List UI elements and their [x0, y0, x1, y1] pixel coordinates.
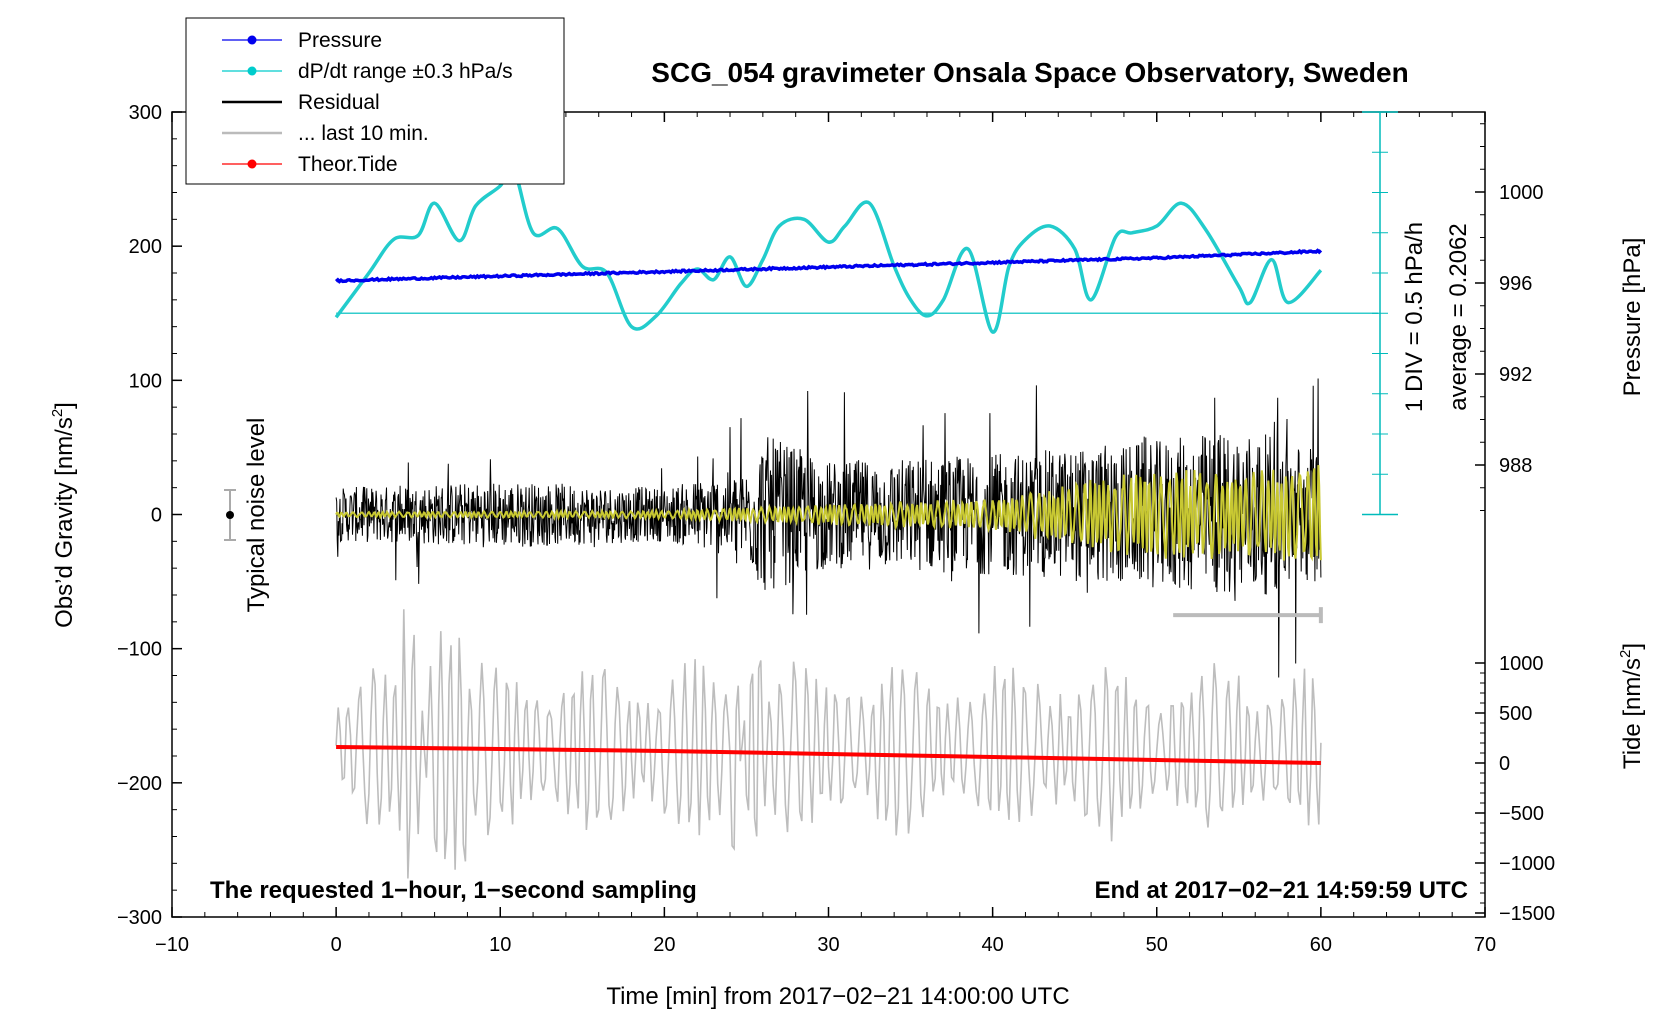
tide-axis-ticks: 1000 500 0 −500 −1000 −1500	[1475, 653, 1555, 925]
chart-title: SCG_054 gravimeter Onsala Space Observat…	[651, 57, 1408, 88]
end-time-note: End at 2017−02−21 14:59:59 UTC	[1094, 877, 1468, 904]
div-scale-bar	[1362, 111, 1398, 516]
legend-marker-0	[247, 35, 257, 45]
x-tick-label: 10	[489, 934, 511, 956]
legend-label-2: Residual	[298, 91, 380, 114]
dpdt-trace	[334, 164, 1379, 334]
tide-tick-label: −1000	[1499, 853, 1555, 875]
x-tick-label: 70	[1474, 934, 1496, 956]
x-tick-label: 50	[1146, 934, 1168, 956]
pressure-axis-ticks: 1000 996 992 988	[1475, 123, 1544, 511]
legend-label-3: ... last 10 min.	[298, 122, 429, 145]
x-tick-label: 0	[331, 934, 342, 956]
x-tick-label: 20	[653, 934, 675, 956]
pressure-tick-label: 992	[1499, 364, 1532, 386]
theor-tide-trace	[336, 745, 1321, 765]
y-tick-label: 0	[151, 505, 162, 527]
gray-trace-line	[335, 609, 1322, 879]
x-tick-label: 30	[817, 934, 839, 956]
y-axis-label: Obs’d Gravity [nm/s2]	[49, 402, 78, 628]
div-scale-label: 1 DIV = 0.5 hPa/h	[1401, 222, 1428, 412]
pressure-line	[334, 248, 1323, 284]
noise-level-marker	[224, 489, 236, 541]
tide-tick-label: −1500	[1499, 903, 1555, 925]
y-tick-label: −300	[117, 907, 162, 929]
pressure-axis-label: Pressure [hPa]	[1619, 238, 1646, 397]
noise-level-label: Typical noise level	[243, 418, 270, 613]
filtered-line	[335, 465, 1322, 562]
legend-marker-1	[247, 66, 257, 76]
pressure-tick-label: 996	[1499, 273, 1532, 295]
legend-label-0: Pressure	[298, 29, 382, 52]
x-tick-label: 40	[982, 934, 1004, 956]
y-tick-label: 300	[129, 102, 162, 124]
pressure-tick-label: 1000	[1499, 182, 1544, 204]
y-tick-label: 200	[129, 236, 162, 258]
x-tick-label: −10	[155, 934, 189, 956]
legend: Pressure dP/dt range ±0.3 hPa/s Residual..…	[185, 17, 565, 185]
tide-tick-label: 500	[1499, 703, 1532, 725]
pressure-trace	[334, 248, 1323, 284]
tide-tick-label: −500	[1499, 803, 1544, 825]
pressure-tick-label: 988	[1499, 455, 1532, 477]
tide-tick-label: 1000	[1499, 653, 1544, 675]
legend-marker-4	[247, 159, 257, 169]
y-tick-label: −100	[117, 639, 162, 661]
residual-trace	[335, 378, 1322, 678]
tide-line	[336, 745, 1321, 765]
sampling-note: The requested 1−hour, 1−second sampling	[210, 877, 697, 904]
gray-gravity-trace	[335, 609, 1322, 879]
legend-label-4: Theor.Tide	[298, 153, 398, 176]
y-axis-ticks: 300 200 100 0 −100 −200 −300	[117, 102, 182, 929]
y-tick-label: 100	[129, 370, 162, 392]
y-tick-label: −200	[117, 773, 162, 795]
residual-line	[335, 378, 1322, 678]
dpdt-line	[334, 164, 1323, 334]
last-10-min-marker	[1173, 607, 1323, 624]
average-label: average = 0.2062	[1445, 223, 1472, 411]
legend-label-1: dP/dt range ±0.3 hPa/s	[298, 60, 513, 83]
x-axis-label: Time [min] from 2017−02−21 14:00:00 UTC	[606, 983, 1069, 1010]
filtered-residual-trace	[335, 465, 1322, 562]
x-tick-label: 60	[1310, 934, 1332, 956]
tide-tick-label: 0	[1499, 753, 1510, 775]
tide-axis-label: Tide [nm/s2]	[1617, 643, 1646, 769]
